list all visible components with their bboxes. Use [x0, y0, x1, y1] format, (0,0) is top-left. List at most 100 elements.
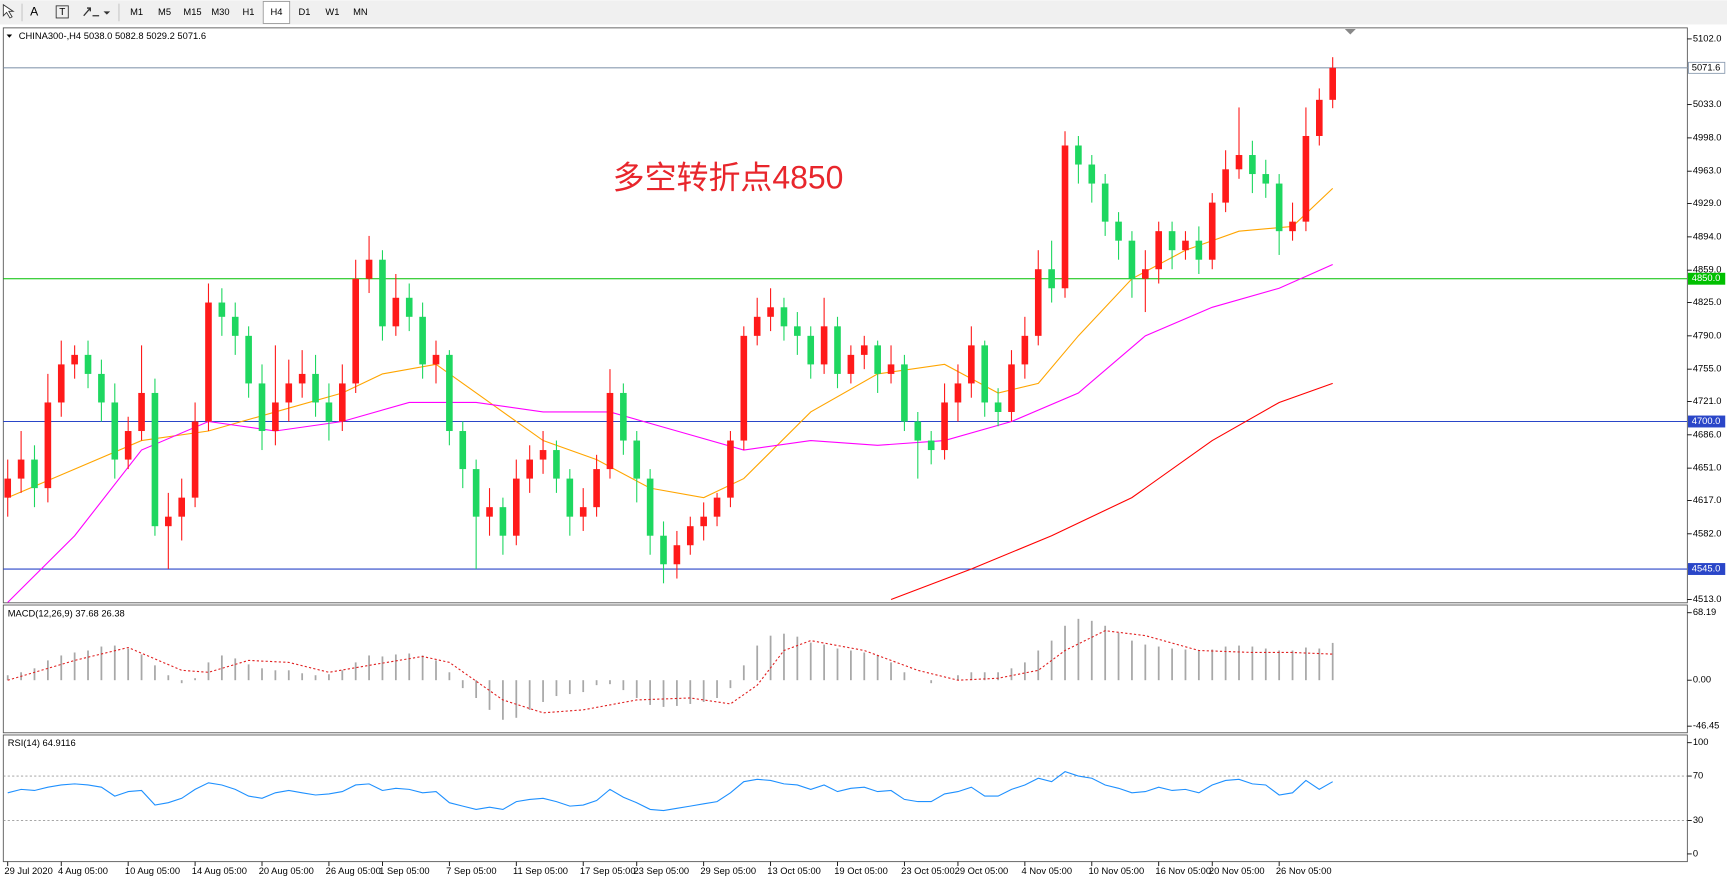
- candle-body: [713, 497, 721, 517]
- moving-average: [890, 382, 1333, 601]
- x-tick-label: 23 Oct 05:00: [901, 866, 955, 876]
- candle-body: [446, 354, 453, 432]
- candle-body: [633, 440, 641, 479]
- label-tool[interactable]: [55, 5, 69, 19]
- candle-body: [1262, 174, 1270, 184]
- candle-body: [205, 302, 212, 422]
- rsi-title: RSI(14) 64.9116: [8, 738, 76, 748]
- y-tick-label: 4582.0: [1693, 528, 1722, 538]
- candle-body: [98, 373, 105, 403]
- candle-body: [1101, 183, 1109, 222]
- level-label: 5071.6: [1692, 62, 1721, 72]
- annotation: 多空转折点4850: [613, 159, 844, 195]
- candle-body: [405, 297, 413, 317]
- timeframe-button[interactable]: W1: [325, 7, 339, 17]
- x-tick-label: 26 Nov 05:00: [1276, 866, 1332, 876]
- candle-body: [1208, 202, 1216, 260]
- y-tick-label: 4963.0: [1693, 166, 1722, 176]
- candle-body: [4, 478, 12, 498]
- candle-body: [1155, 231, 1163, 270]
- candle-body: [111, 402, 119, 460]
- candle-body: [486, 507, 493, 517]
- y-tick-label: 4617.0: [1693, 495, 1722, 505]
- candle-body: [526, 459, 533, 479]
- timeframe-button[interactable]: M30: [211, 7, 229, 17]
- signal-line: [7, 630, 1333, 714]
- x-tick-label: 1 Sep 05:00: [379, 866, 429, 876]
- candle-body: [914, 421, 922, 441]
- candle-body: [1128, 240, 1136, 279]
- level-box: [1688, 415, 1726, 428]
- candle-body: [392, 297, 400, 327]
- level-label: 4545.0: [1692, 563, 1721, 573]
- x-tick-label: 17 Sep 05:00: [580, 866, 636, 876]
- candle-body: [432, 354, 440, 365]
- x-tick-label: 10 Aug 05:00: [125, 866, 180, 876]
- candle-body: [419, 316, 426, 365]
- timeframe-button[interactable]: M5: [158, 7, 171, 17]
- text-tool[interactable]: A: [30, 5, 39, 19]
- candle-body: [539, 450, 547, 460]
- candle-body: [1061, 145, 1069, 289]
- candle-body: [1088, 164, 1096, 184]
- timeframe-button[interactable]: M15: [183, 7, 201, 17]
- candle-body: [365, 259, 373, 279]
- candle-body: [272, 402, 279, 432]
- level-label: 4850.0: [1692, 273, 1721, 283]
- x-tick-label: 20 Nov 05:00: [1209, 866, 1265, 876]
- title-arrow: [6, 34, 13, 38]
- candle-body: [1115, 221, 1122, 241]
- x-tick-label: 20 Aug 05:00: [259, 866, 314, 876]
- candle-body: [847, 354, 855, 374]
- candle-body: [874, 345, 881, 374]
- dropdown-arrow[interactable]: [103, 11, 111, 15]
- x-tick-label: 29 Oct 05:00: [955, 866, 1009, 876]
- level-box: [1688, 61, 1726, 74]
- candle-body: [1168, 231, 1176, 251]
- candle-body: [499, 507, 507, 536]
- candle-body: [834, 326, 841, 374]
- timeframe-button[interactable]: D1: [298, 7, 310, 17]
- timeframe-button[interactable]: M1: [130, 7, 143, 17]
- candle-body: [887, 364, 895, 374]
- shift-marker[interactable]: [1344, 28, 1356, 35]
- timeframe-button[interactable]: MN: [353, 7, 368, 17]
- y-tick-label: 30: [1693, 815, 1703, 825]
- timeframe-button[interactable]: H1: [242, 7, 254, 17]
- candle-body: [1289, 221, 1296, 232]
- toolbar: [0, 0, 1727, 25]
- candle-body: [472, 469, 480, 517]
- macd-panel: [2, 604, 1688, 734]
- candle-body: [245, 335, 252, 384]
- candle-body: [1222, 169, 1229, 203]
- y-tick-label: 70: [1693, 771, 1703, 781]
- candle-body: [1021, 335, 1029, 365]
- cursor-icon[interactable]: [2, 3, 15, 19]
- shapes-tool[interactable]: [83, 7, 100, 17]
- timeframe-button[interactable]: H4: [270, 7, 282, 17]
- y-tick-label: 4721.0: [1693, 396, 1722, 406]
- candle-body: [57, 364, 65, 403]
- candle-body: [994, 402, 1002, 412]
- level-label: 4700.0: [1692, 416, 1721, 426]
- y-tick-label: 4790.0: [1693, 330, 1722, 340]
- candle-body: [191, 421, 199, 498]
- x-tick-label: 4 Aug 05:00: [58, 866, 108, 876]
- main-title: CHINA300-,H4 5038.0 5082.8 5029.2 5071.6: [19, 31, 206, 41]
- candle-body: [981, 345, 989, 403]
- candle-body: [1048, 269, 1055, 289]
- candle-body: [165, 516, 172, 527]
- candle-body: [379, 259, 386, 327]
- candle-body: [339, 383, 346, 422]
- y-tick-label: 68.19: [1693, 607, 1716, 617]
- moving-average: [7, 263, 1333, 603]
- candle-body: [740, 335, 748, 441]
- candle-body: [17, 459, 25, 479]
- level-box: [1688, 272, 1726, 285]
- x-tick-label: 11 Sep 05:00: [513, 866, 568, 876]
- y-tick-label: 4825.0: [1693, 297, 1722, 307]
- rsi-line: [7, 771, 1333, 812]
- candle-body: [352, 278, 359, 384]
- candle-body: [285, 383, 293, 403]
